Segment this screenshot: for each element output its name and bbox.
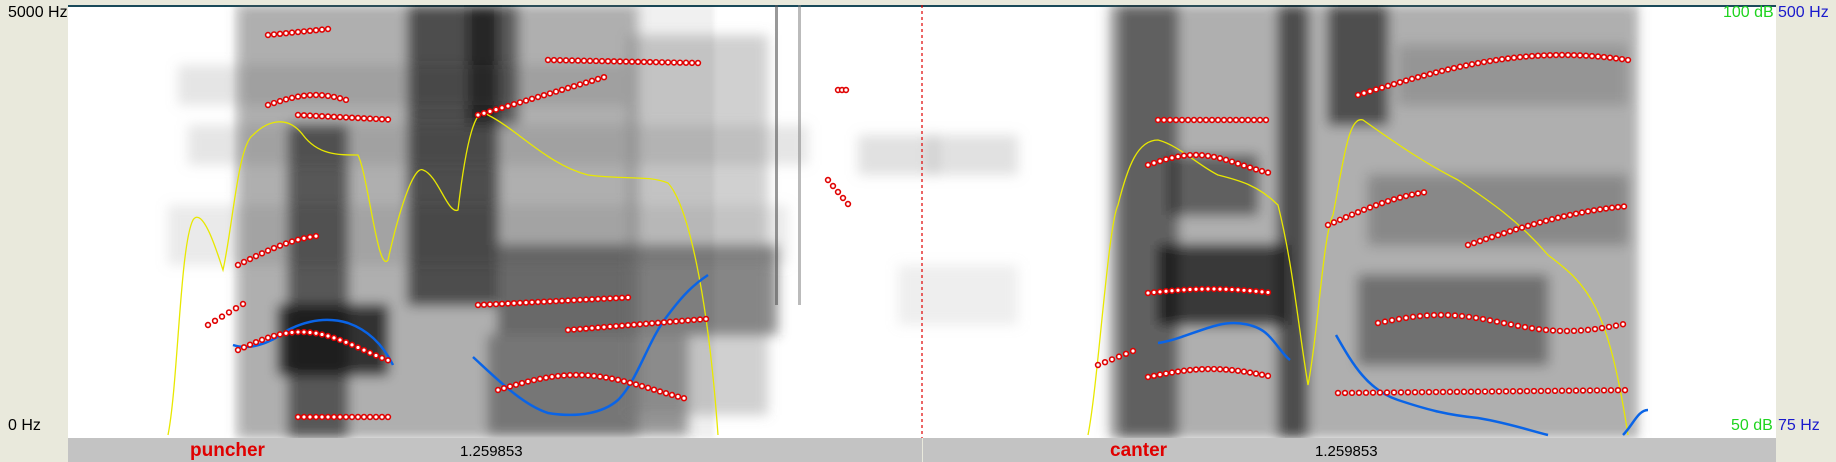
spectrogram-panel[interactable] <box>68 5 1776 438</box>
interval-tier-segment-2[interactable] <box>923 438 1776 462</box>
frequency-min-label: 0 Hz <box>8 417 41 434</box>
segment-1-duration: 1.259853 <box>460 443 523 460</box>
pitch-contour-2 <box>472 273 709 417</box>
intensity-min-label: 50 dB <box>1731 417 1773 434</box>
segment-2-word: canter <box>1110 440 1168 461</box>
formant-tracks <box>204 25 1632 421</box>
voicing-striations <box>233 5 1638 438</box>
pitch-min-label: 75 Hz <box>1778 417 1820 434</box>
pitch-contour-3 <box>1157 321 1291 362</box>
pitch-contour-4 <box>1334 334 1549 437</box>
pitch-contour-5 <box>1622 408 1649 436</box>
intensity-curve-1 <box>167 112 719 436</box>
interval-tier-segment-1[interactable] <box>68 438 922 462</box>
segment-1-word: puncher <box>190 440 265 461</box>
frequency-max-label: 5000 Hz <box>8 4 68 21</box>
intensity-curve-2 <box>1087 119 1629 436</box>
burst-marks <box>775 5 801 305</box>
pitch-max-label: 500 Hz <box>1778 4 1829 21</box>
intensity-max-label: 100 dB <box>1723 4 1774 21</box>
pitch-contour-1 <box>232 318 395 366</box>
segment-2-duration: 1.259853 <box>1315 443 1378 460</box>
